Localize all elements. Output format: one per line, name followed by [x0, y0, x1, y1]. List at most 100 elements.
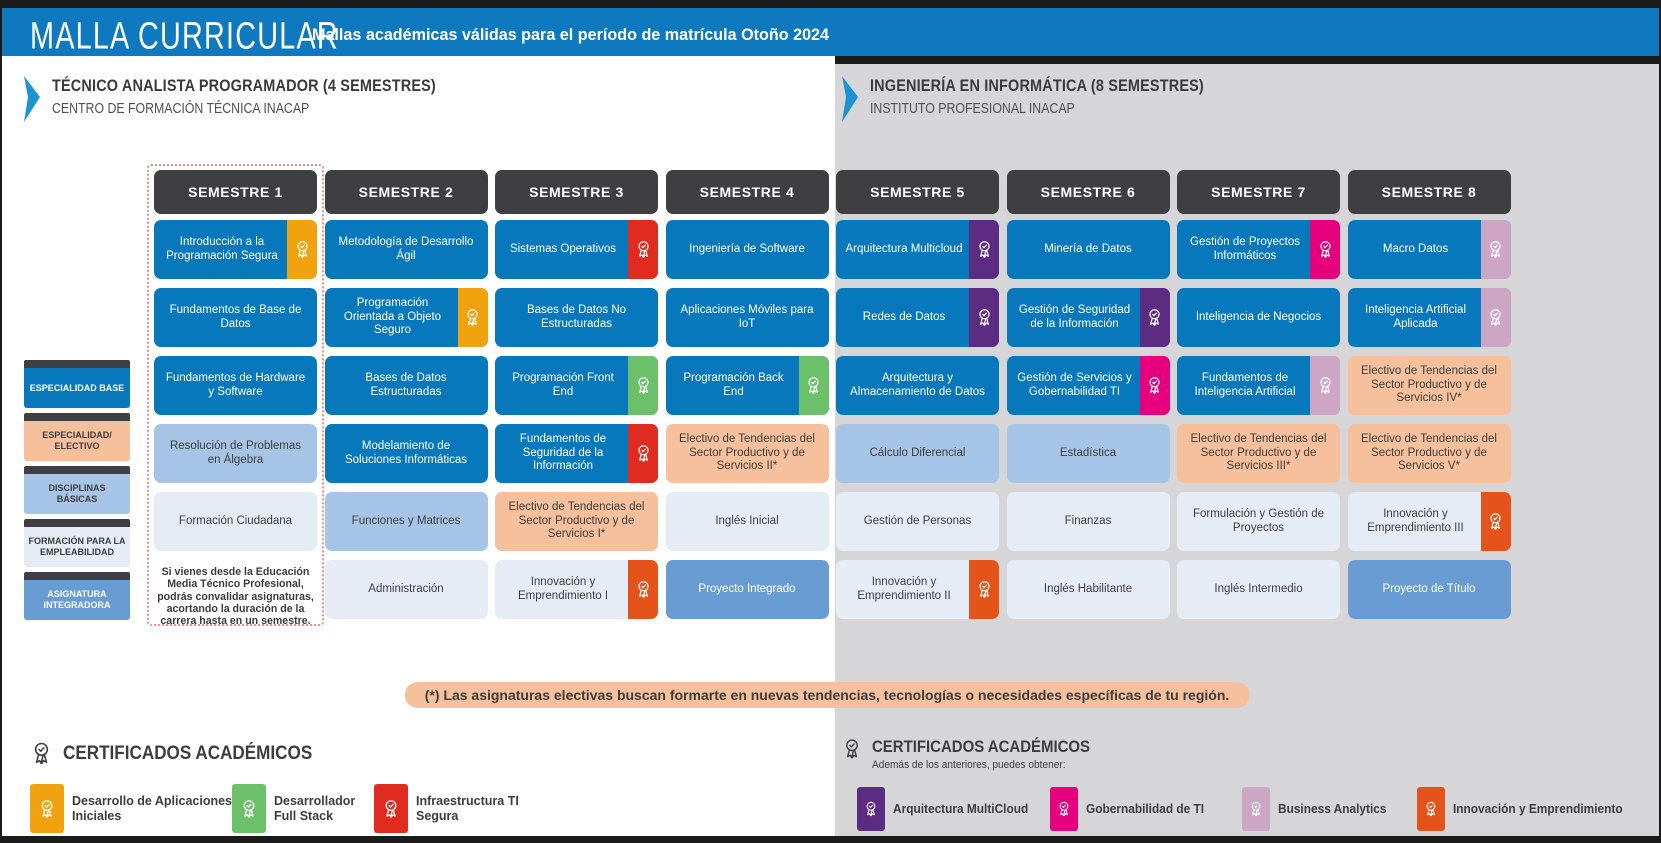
top-border-bar [2, 0, 1659, 8]
course-card: Fundamentos de Base de Datos [154, 288, 317, 347]
certificate-swatch [1417, 787, 1445, 831]
semester-header: SEMESTRE 8 [1347, 170, 1511, 214]
certificate-item: Infraestructura TI Segura [374, 784, 546, 833]
course-name: Innovación y Emprendimiento I [517, 575, 609, 602]
certificate-badge [969, 560, 999, 619]
semester-column-1: SEMESTRE 1 Introducción a la Programación… [154, 170, 317, 627]
course-card: Programación Orientada a Objeto Seguro [324, 288, 488, 347]
course-name: Electivo de Tendencias del Sector Produc… [1361, 365, 1497, 405]
course-card: Arquitectura y Almacenamiento de Datos [836, 356, 999, 415]
convalidation-note: Si vienes desde la Educación Media Técni… [157, 566, 314, 628]
certificate-swatch [374, 784, 408, 833]
course-card: Inteligencia Artificial Aplicada [1347, 288, 1511, 347]
certificates-subtitle-text: Además de los anteriores, puedes obtener… [872, 759, 1066, 771]
course-card: Fundamentos de Inteligencia Artificial [1177, 356, 1340, 415]
legend-item: FORMACIÓN PARA LA EMPLEABILIDAD [24, 519, 130, 567]
course-card: Inglés Habilitante [1006, 560, 1170, 619]
certificates-title-text: CERTIFICADOS ACADÉMICOS [872, 737, 1091, 756]
course-name: Programación Orientada a Objeto Seguro [343, 297, 442, 337]
certificate-item: Gobernabilidad de TI [1050, 787, 1210, 831]
legend-item-topbar [24, 413, 130, 421]
page-subtitle: Mallas académicas válidas para el períod… [312, 25, 830, 44]
certificate-badge [628, 424, 658, 483]
certificate-badge [798, 356, 829, 415]
program-header-tecnico: TÉCNICO ANALISTA PROGRAMADOR (4 SEMESTRE… [24, 76, 504, 123]
certificate-badge [457, 288, 488, 347]
course-name: Redes de Datos [862, 310, 946, 323]
award-ribbon-icon [1319, 241, 1331, 258]
course-card: Bases de Datos No Estructuradas [495, 288, 658, 347]
program-subtitle: CENTRO DE FORMACIÓN TÉCNICA INACAP [52, 101, 310, 117]
course-name: Proyecto de Título [1382, 582, 1476, 595]
award-ribbon-icon [1490, 513, 1501, 530]
certificate-item: Desarrollador Full Stack [232, 784, 374, 833]
certificate-badge [1139, 288, 1170, 347]
legend-item-topbar [24, 519, 130, 527]
course-name: Inteligencia Artificial Aplicada [1365, 303, 1466, 330]
course-card: Modelamiento de Soluciones Informáticas [324, 424, 488, 483]
course-card: Gestión de Proyectos Informáticos [1177, 220, 1340, 279]
legend-item-topbar [24, 466, 130, 474]
semester-1-highlight-outline [147, 164, 324, 626]
award-ribbon-icon [1490, 309, 1501, 326]
semester-column-4: SEMESTRE 4 Ingeniería de Software Aplicaci… [665, 170, 829, 628]
legend: ESPECIALIDAD BASE ESPECIALIDAD/ ELECTIVO D… [24, 360, 130, 625]
course-card: Innovación y Emprendimiento III [1347, 492, 1511, 551]
semester-column-5: SEMESTRE 5 Arquitectura Multicloud Redes d… [836, 170, 999, 628]
course-name: Cálculo Diferencial [869, 446, 966, 459]
award-ribbon-icon [978, 241, 990, 258]
certificate-badge [1480, 492, 1511, 551]
award-ribbon-icon [637, 581, 649, 598]
semester-header: SEMESTRE 3 [495, 170, 658, 214]
award-ribbon-icon [296, 241, 308, 258]
certificate-badge [1310, 356, 1340, 415]
award-ribbon-icon [637, 241, 649, 258]
course-card: Gestión de Servicios y Gobernabilidad TI [1006, 356, 1170, 415]
course-card: Formulación y Gestión de Proyectos [1177, 492, 1340, 551]
award-ribbon-icon [41, 799, 53, 818]
course-card: Minería de Datos [1006, 220, 1170, 279]
semester-column-3: SEMESTRE 3 Sistemas Operativos Bases de Da… [495, 170, 658, 628]
blue-arrow-icon [842, 76, 859, 123]
legend-item-topbar [24, 572, 130, 580]
course-card: Aplicaciones Móviles para IoT [665, 288, 829, 347]
course-name: Fundamentos de Seguridad de la Informaci… [519, 433, 607, 473]
course-name: Formulación y Gestión de Proyectos [1192, 507, 1325, 534]
certificate-item: Innovación y Emprendimiento [1417, 787, 1632, 831]
program-title: TÉCNICO ANALISTA PROGRAMADOR (4 SEMESTRE… [52, 76, 436, 95]
course-card: Electivo de Tendencias del Sector Produc… [1347, 356, 1511, 415]
certificates-title-text: CERTIFICADOS ACADÉMICOS [63, 743, 313, 764]
award-ribbon-icon [28, 740, 55, 772]
course-name: Bases de Datos No Estructuradas [526, 303, 627, 330]
course-name: Fundamentos de Inteligencia Artificial [1194, 371, 1296, 398]
certificate-badge [1480, 220, 1511, 279]
course-name: Bases de Datos Estructuradas [365, 371, 447, 398]
course-card: Electivo de Tendencias del Sector Produc… [1347, 424, 1511, 483]
course-card: Macro Datos [1347, 220, 1511, 279]
course-card: Sistemas Operativos [495, 220, 658, 279]
blue-arrow-icon [24, 76, 41, 123]
course-card: Resolución de Problemas en Álgebra [154, 424, 317, 483]
course-card: Programación Front End [495, 356, 658, 415]
course-card: Gestión de Seguridad de la Información [1006, 288, 1170, 347]
page-header: MALLA CURRICULAR Mallas académicas válid… [2, 8, 1659, 57]
certificate-badge [969, 288, 999, 347]
course-card: Fundamentos de Seguridad de la Informaci… [495, 424, 658, 483]
certificate-label: Gobernabilidad de TI [1086, 801, 1205, 816]
course-name: Inglés Inicial [715, 514, 779, 527]
certificate-badge [1480, 288, 1511, 347]
course-card: Ingeniería de Software [665, 220, 829, 279]
semester-column-6: SEMESTRE 6 Minería de Datos Gestión de Seg… [1006, 170, 1170, 628]
certificate-swatch [232, 784, 266, 833]
course-card: Introducción a la Programación Segura [154, 220, 317, 279]
certificate-badge [1310, 220, 1340, 279]
course-card: Gestión de Personas [836, 492, 999, 551]
course-name: Administración [368, 582, 444, 595]
certificate-label: Desarrollo de Aplicaciones Iniciales [72, 793, 233, 823]
course-name: Modelamiento de Soluciones Informáticas [344, 439, 468, 466]
program-title: INGENIERÍA EN INFORMÁTICA (8 SEMESTRES) [870, 76, 1204, 95]
course-name: Inglés Habilitante [1043, 582, 1133, 595]
course-card: Innovación y Emprendimiento I [495, 560, 658, 619]
